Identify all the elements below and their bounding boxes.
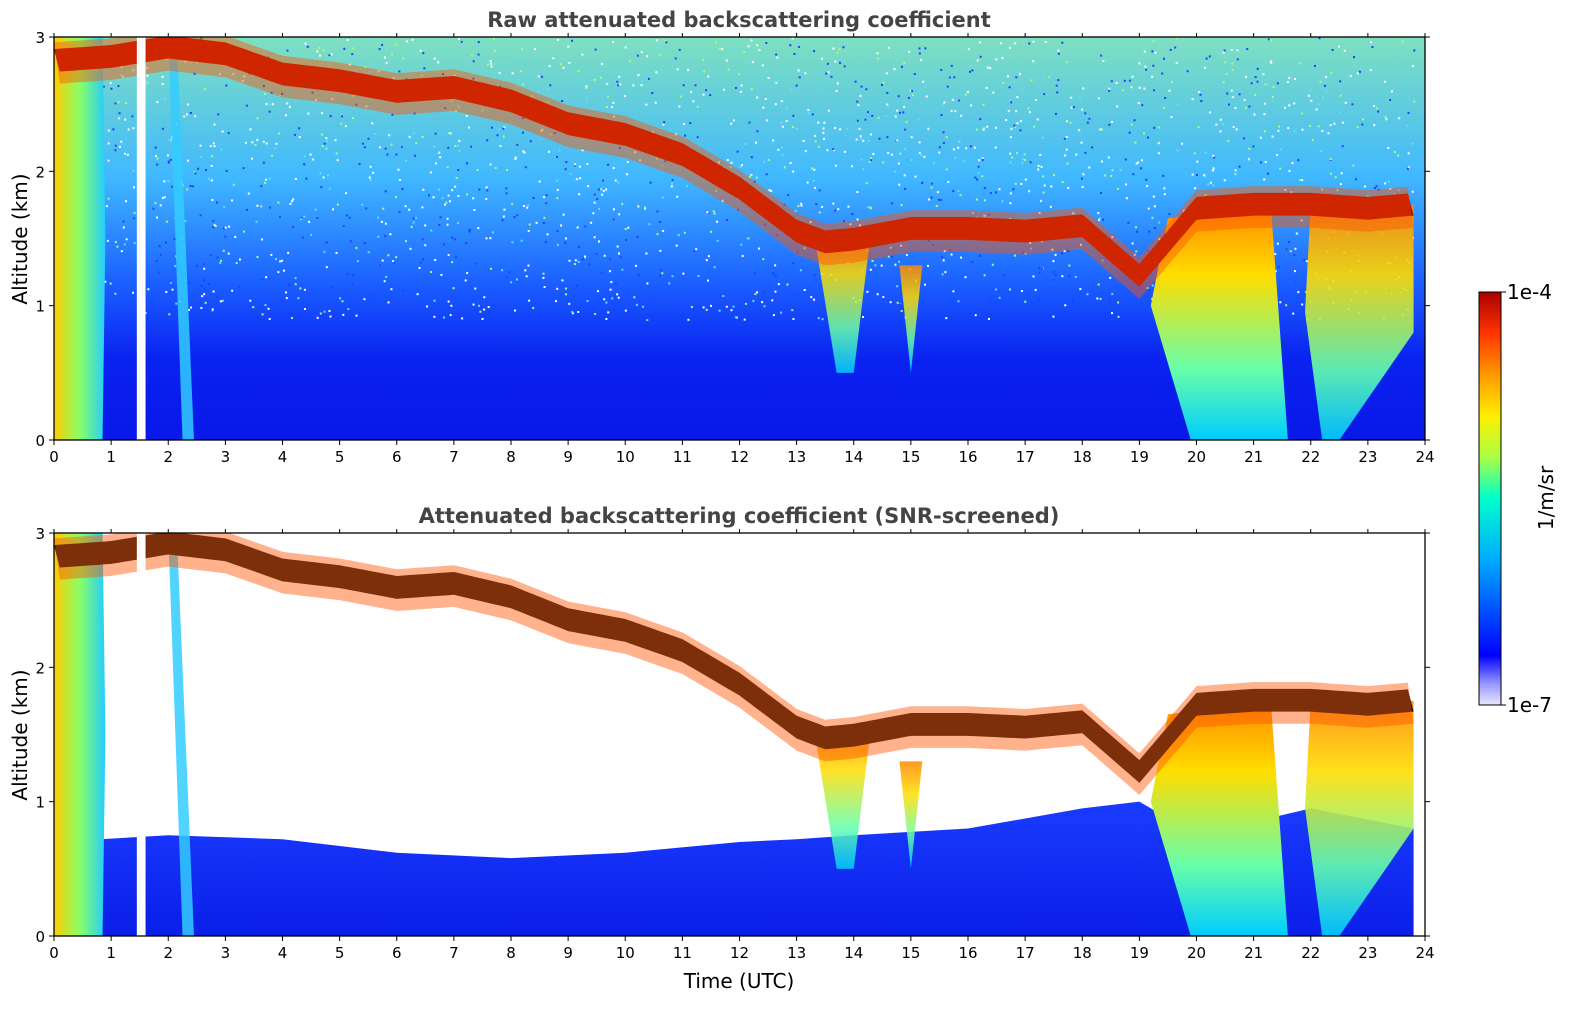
x-tick-label: 7 <box>449 448 459 466</box>
x-tick-label: 4 <box>278 448 288 466</box>
x-tick-label: 15 <box>901 944 920 962</box>
data-gap <box>142 37 146 440</box>
x-tick-label: 6 <box>392 448 402 466</box>
x-tick-label: 22 <box>1301 944 1320 962</box>
plume-13h <box>813 231 871 373</box>
x-ticks-2: 0 1 2 3 4 5 6 7 8 9 10 11 12 13 14 15 16 17 18 19 20 21 22 23 24 <box>49 529 1435 962</box>
x-tick-label: 17 <box>1016 448 1035 466</box>
x-tick-label: 0 <box>49 944 59 962</box>
aerosol-plume-left <box>54 533 106 936</box>
y-ticks-1: 0 1 2 3 <box>35 29 1430 450</box>
x-tick-label: 22 <box>1301 448 1320 466</box>
x-tick-label: 10 <box>616 944 635 962</box>
y-tick-label: 0 <box>35 928 45 946</box>
convective-plume-2 <box>1305 700 1414 936</box>
plume-13h <box>813 727 871 869</box>
x-tick-label: 23 <box>1358 448 1377 466</box>
x-tick-label: 6 <box>392 944 402 962</box>
x-tick-label: 18 <box>1073 944 1092 962</box>
cloud-layer <box>54 37 1414 287</box>
x-tick-label: 16 <box>958 448 977 466</box>
colorbar-max-label: 1e-4 <box>1507 280 1552 304</box>
y-tick-label: 2 <box>35 659 45 677</box>
aerosol-streak <box>168 533 194 936</box>
x-tick-label: 21 <box>1244 448 1263 466</box>
y-tick-label: 0 <box>35 432 45 450</box>
chart-title-1: Raw attenuated backscattering coefficien… <box>487 8 991 32</box>
convective-plume-1 <box>1150 204 1288 440</box>
x-tick-label: 20 <box>1187 944 1206 962</box>
y-tick-label: 1 <box>35 298 45 316</box>
aerosol-plume-left <box>54 37 106 440</box>
colorbar: 1e-4 1e-7 1/m/sr <box>1478 280 1558 717</box>
x-tick-label: 2 <box>163 944 173 962</box>
plume-15h <box>899 761 923 869</box>
x-tick-label: 12 <box>730 448 749 466</box>
data-gap <box>139 533 143 936</box>
data-gap <box>136 37 140 440</box>
x-tick-label: 14 <box>844 944 863 962</box>
x-tick-label: 15 <box>901 448 920 466</box>
data-gap <box>136 533 140 936</box>
x-tick-label: 13 <box>787 448 806 466</box>
x-tick-label: 12 <box>730 944 749 962</box>
x-tick-label: 1 <box>106 448 116 466</box>
x-tick-label: 7 <box>449 944 459 962</box>
boundary-layer-region <box>54 801 1414 936</box>
x-tick-label: 13 <box>787 944 806 962</box>
y-ticks-2: 0 1 2 3 <box>35 525 1430 946</box>
x-tick-label: 5 <box>335 448 345 466</box>
x-tick-label: 9 <box>563 944 573 962</box>
x-tick-label: 23 <box>1358 944 1377 962</box>
x-tick-label: 4 <box>278 944 288 962</box>
colorbar-min-label: 1e-7 <box>1507 693 1552 717</box>
x-tick-label: 0 <box>49 448 59 466</box>
x-tick-label: 17 <box>1016 944 1035 962</box>
convective-plume-2 <box>1305 204 1414 440</box>
y-tick-label: 3 <box>35 525 45 543</box>
colorbar-unit-label: 1/m/sr <box>1534 465 1558 530</box>
plot-area-2 <box>54 533 1425 936</box>
x-tick-label: 24 <box>1415 944 1434 962</box>
cloud-layer-halo <box>54 37 1414 299</box>
x-tick-label: 11 <box>673 448 692 466</box>
chart-title-2: Attenuated backscattering coefficient (S… <box>419 504 1060 528</box>
aerosol-streak <box>168 37 194 440</box>
x-tick-label: 10 <box>616 448 635 466</box>
x-ticks-1: 0 1 2 3 4 5 6 7 8 9 10 11 12 13 14 15 16 17 18 19 20 21 22 23 24 <box>49 33 1435 466</box>
y-axis-label-2: Altitude (km) <box>8 669 32 800</box>
x-tick-label: 18 <box>1073 448 1092 466</box>
cloud-layer <box>54 533 1414 783</box>
x-tick-label: 2 <box>163 448 173 466</box>
x-tick-label: 11 <box>673 944 692 962</box>
convective-plume-1 <box>1150 700 1288 936</box>
plume-15h <box>899 265 923 373</box>
y-tick-label: 3 <box>35 29 45 47</box>
y-tick-label: 1 <box>35 794 45 812</box>
x-tick-label: 16 <box>958 944 977 962</box>
x-tick-label: 19 <box>1130 448 1149 466</box>
y-tick-label: 2 <box>35 163 45 181</box>
colorbar-scale <box>1478 291 1502 706</box>
x-tick-label: 19 <box>1130 944 1149 962</box>
data-gap <box>142 533 146 936</box>
y-axis-label-1: Altitude (km) <box>8 173 32 304</box>
x-tick-label: 20 <box>1187 448 1206 466</box>
x-tick-label: 21 <box>1244 944 1263 962</box>
data-gap <box>139 37 143 440</box>
plot-area-1 <box>54 37 1425 440</box>
cloud-layer-halo <box>54 533 1414 795</box>
x-tick-label: 9 <box>563 448 573 466</box>
x-tick-label: 1 <box>106 944 116 962</box>
x-tick-label: 3 <box>221 944 231 962</box>
x-tick-label: 14 <box>844 448 863 466</box>
x-tick-label: 8 <box>506 448 516 466</box>
x-tick-label: 5 <box>335 944 345 962</box>
x-tick-label: 3 <box>221 448 231 466</box>
x-tick-label: 24 <box>1415 448 1434 466</box>
x-axis-label: Time (UTC) <box>683 969 795 993</box>
x-tick-label: 8 <box>506 944 516 962</box>
